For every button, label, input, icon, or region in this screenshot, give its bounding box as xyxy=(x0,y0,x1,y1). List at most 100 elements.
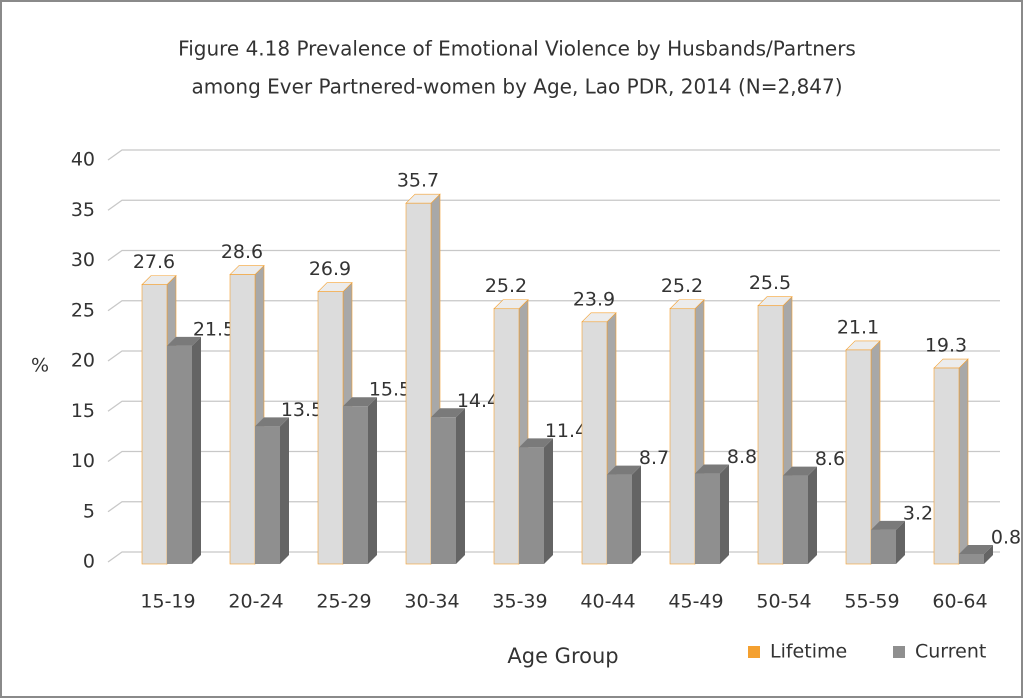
bar-face xyxy=(431,408,465,418)
y-tick-label: 40 xyxy=(71,149,95,171)
bar-face xyxy=(343,406,368,564)
data-label: 3.2 xyxy=(903,502,933,524)
bar-face xyxy=(959,553,984,564)
grid-line xyxy=(107,300,1000,312)
bar xyxy=(431,408,465,564)
x-tick-label: 15-19 xyxy=(140,591,195,613)
bar xyxy=(871,520,905,564)
y-tick-label: 10 xyxy=(71,450,95,472)
x-tick-label: 25-29 xyxy=(316,591,371,613)
y-tick-label: 30 xyxy=(71,249,95,271)
data-label: 21.1 xyxy=(837,316,879,338)
data-label: 8.6 xyxy=(815,448,845,470)
bar-face xyxy=(720,464,729,564)
bar-face xyxy=(871,520,905,530)
legend-label: Current xyxy=(915,641,986,663)
chart-title: Figure 4.18 Prevalence of Emotional Viol… xyxy=(178,37,856,61)
bar-face xyxy=(431,417,456,564)
bar-face xyxy=(845,349,872,565)
bar xyxy=(933,358,969,565)
bar-face xyxy=(783,475,808,564)
x-tick-label: 20-24 xyxy=(228,591,283,613)
y-tick-label: 0 xyxy=(83,551,95,573)
bar-face xyxy=(757,305,784,565)
bar xyxy=(255,417,289,564)
bar-face xyxy=(581,321,608,565)
bar-face xyxy=(808,466,817,564)
bar-face xyxy=(229,274,256,565)
bar-face xyxy=(167,336,201,346)
x-tick-label: 40-44 xyxy=(580,591,635,613)
y-tick-label: 20 xyxy=(71,350,95,372)
bar-face xyxy=(959,544,993,554)
data-label: 28.6 xyxy=(221,241,263,263)
x-axis-label: Age Group xyxy=(507,644,618,668)
x-tick-label: 30-34 xyxy=(404,591,459,613)
data-label: 25.2 xyxy=(661,275,703,297)
bar xyxy=(695,464,729,564)
x-tick-label: 55-59 xyxy=(844,591,899,613)
legend-label: Lifetime xyxy=(770,641,847,663)
bar xyxy=(167,336,201,564)
bar-face xyxy=(456,408,465,564)
data-label: 0.8 xyxy=(991,526,1021,548)
bar-face xyxy=(141,284,168,565)
y-tick-label: 35 xyxy=(71,199,95,221)
data-label: 8.8 xyxy=(727,446,757,468)
grid-line xyxy=(107,400,1000,412)
bar-face xyxy=(192,336,201,564)
chart-title: among Ever Partnered-women by Age, Lao P… xyxy=(191,75,842,99)
bar-face xyxy=(958,358,969,565)
data-label: 25.2 xyxy=(485,275,527,297)
bar-face xyxy=(783,466,817,476)
bar-face xyxy=(280,417,289,564)
bar-face xyxy=(493,308,520,565)
data-label: 14.4 xyxy=(457,390,499,412)
bar-face xyxy=(607,465,641,475)
bar-face xyxy=(669,308,696,565)
bar xyxy=(845,340,881,565)
bar xyxy=(783,466,817,564)
bar-face xyxy=(896,520,905,564)
bar-face xyxy=(343,397,377,407)
bar-face xyxy=(519,447,544,564)
data-label: 35.7 xyxy=(397,170,439,192)
bar-face xyxy=(544,438,553,564)
bar-face xyxy=(255,417,289,427)
x-tick-label: 60-64 xyxy=(932,591,987,613)
bar-face xyxy=(871,529,896,564)
bar xyxy=(959,544,993,564)
data-label: 23.9 xyxy=(573,288,615,310)
bar-face xyxy=(933,367,960,565)
data-label: 11.4 xyxy=(545,420,587,442)
bar-face xyxy=(167,345,192,564)
bar-face xyxy=(368,397,377,564)
bar-face xyxy=(632,465,641,564)
bar-face xyxy=(695,464,729,474)
data-label: 8.7 xyxy=(639,447,669,469)
bar-face xyxy=(405,202,432,565)
bar-face xyxy=(607,474,632,564)
bar-face xyxy=(695,473,720,564)
y-tick-label: 5 xyxy=(83,500,95,522)
x-tick-label: 35-39 xyxy=(492,591,547,613)
grid-line xyxy=(107,199,1000,211)
bar-face xyxy=(317,291,344,565)
data-label: 13.5 xyxy=(281,399,323,421)
bar xyxy=(343,397,377,564)
grid-line xyxy=(107,249,1000,262)
grid-line xyxy=(107,149,1000,161)
data-label: 21.5 xyxy=(193,318,235,340)
bar-face xyxy=(984,544,993,564)
grid-line xyxy=(107,350,1000,362)
y-tick-label: 25 xyxy=(71,299,95,321)
bar-face xyxy=(519,438,553,448)
bar xyxy=(607,465,641,564)
bar xyxy=(405,193,441,565)
y-tick-label: 15 xyxy=(71,400,95,422)
data-label: 25.5 xyxy=(749,272,791,294)
data-label: 27.6 xyxy=(133,251,175,273)
x-tick-label: 50-54 xyxy=(756,591,811,613)
bar-face xyxy=(255,426,280,564)
